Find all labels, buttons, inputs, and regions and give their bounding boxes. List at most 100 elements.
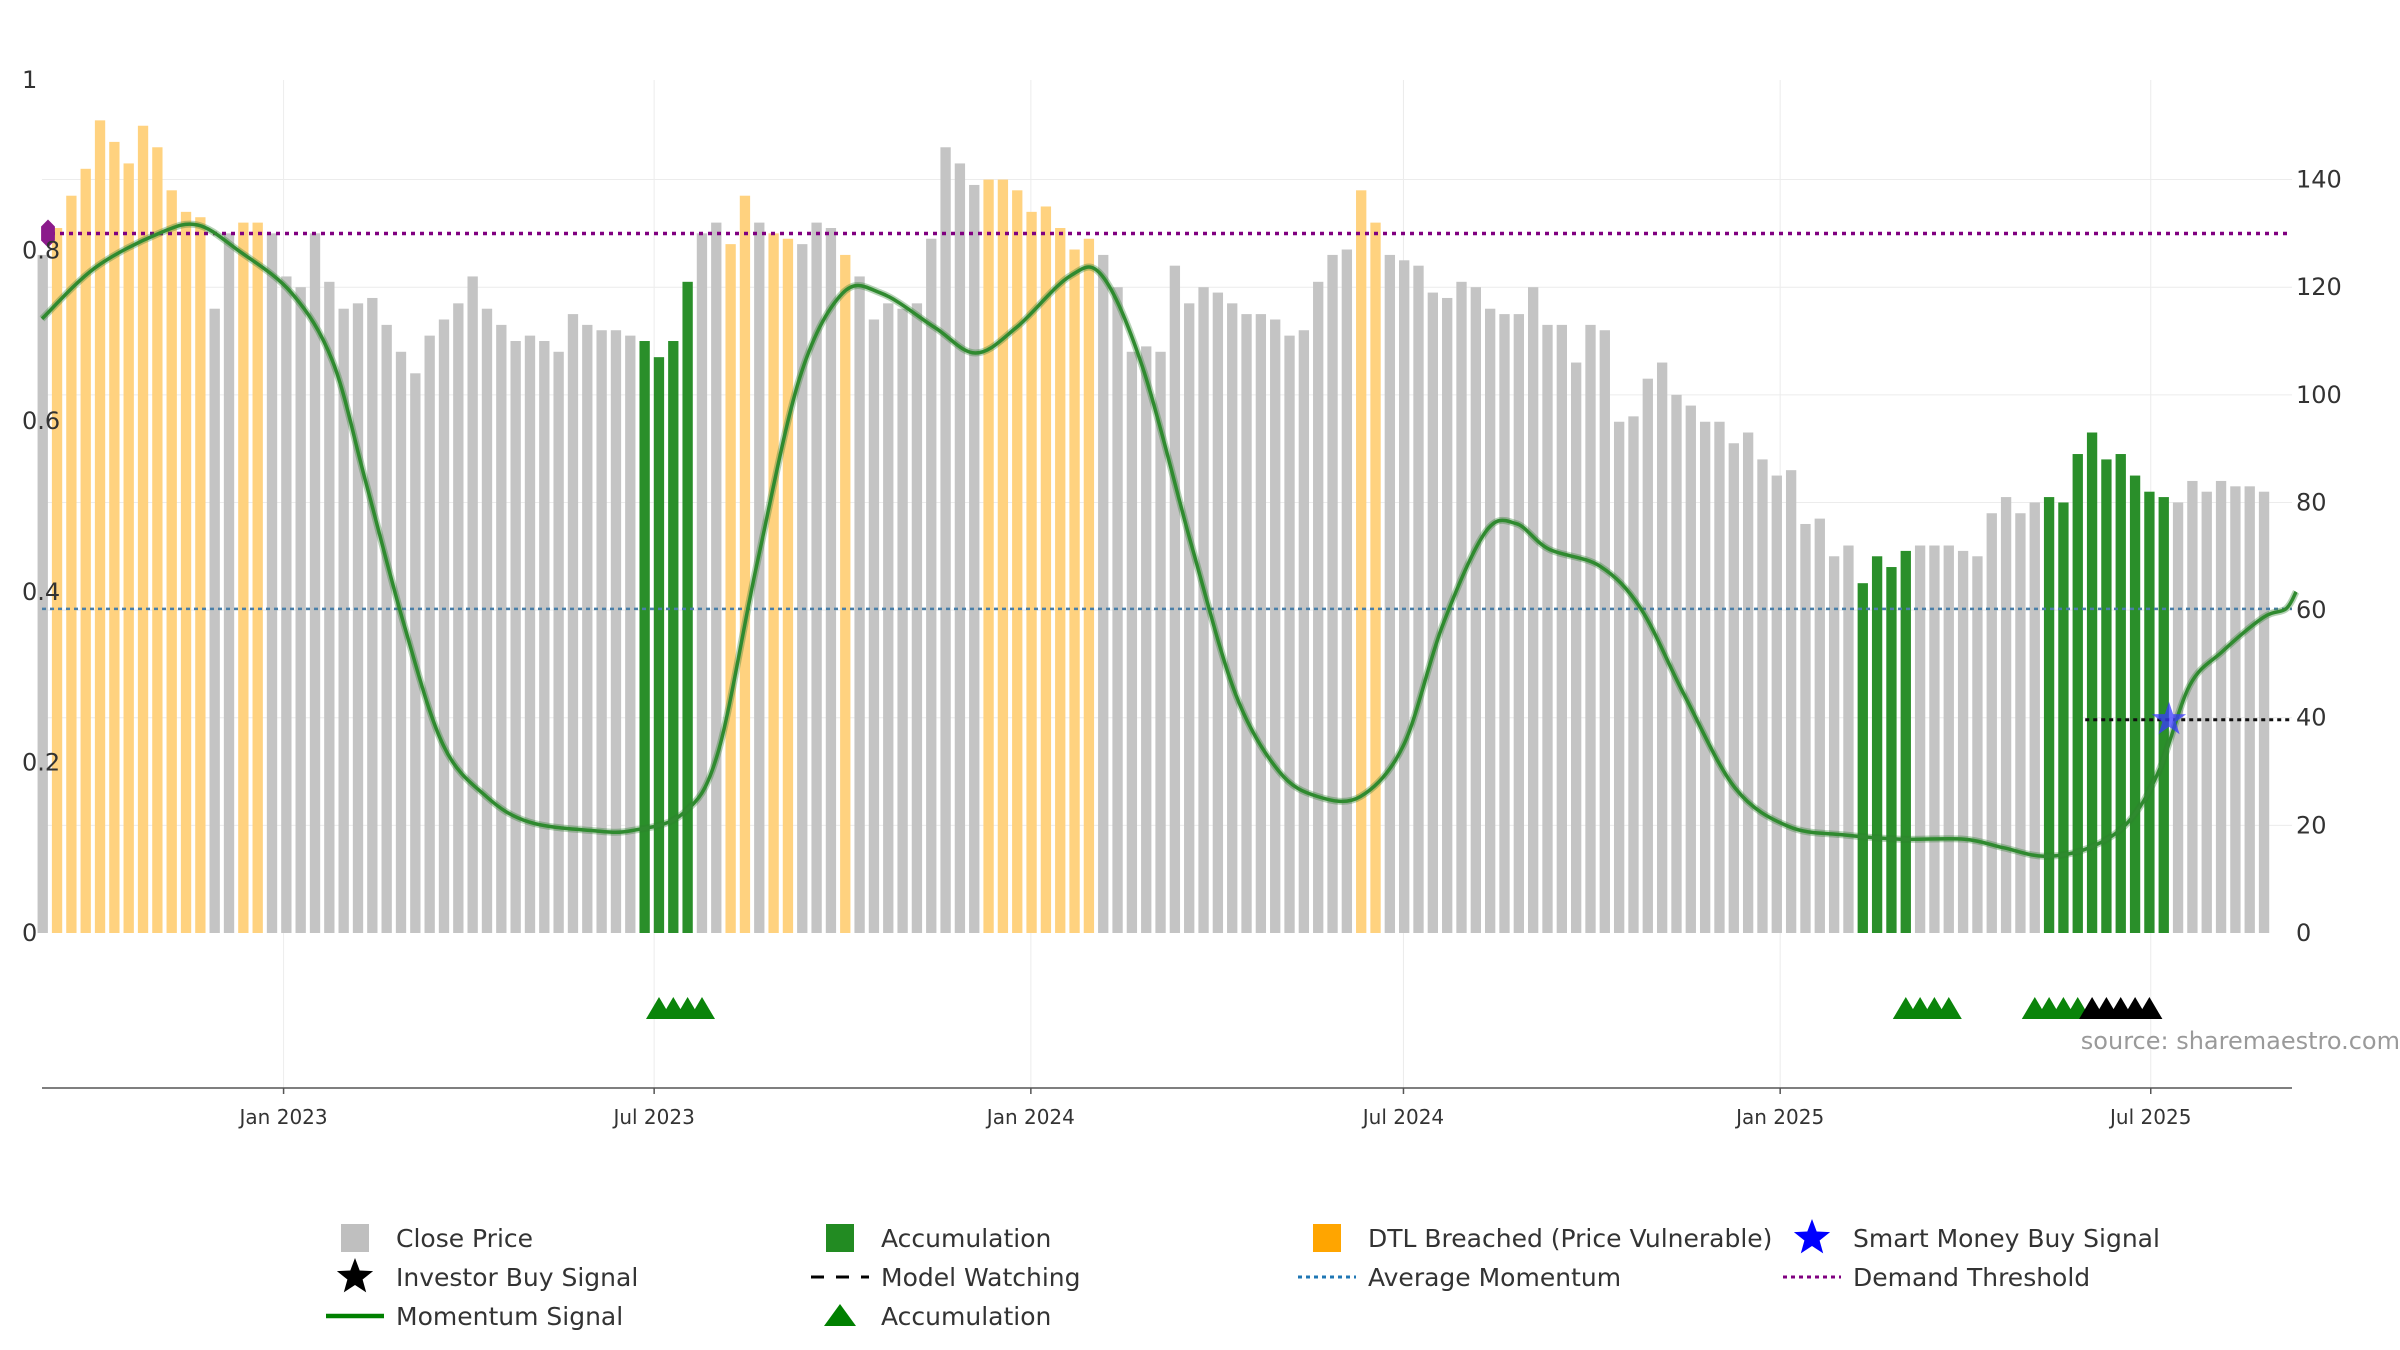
momentum-series — [39, 220, 2300, 860]
legend-label: DTL Breached (Price Vulnerable) — [1368, 1224, 1772, 1253]
close-price-bar — [2244, 486, 2255, 933]
dtl-breached-bar — [1055, 228, 1066, 933]
close-price-bar — [524, 335, 536, 933]
accumulation-bar — [2058, 502, 2069, 933]
legend: Close Price Accumulation DTL Breached (Pri… — [326, 1219, 2160, 1331]
dtl-breached-bar — [152, 147, 163, 933]
close-price-bar — [539, 341, 550, 933]
close-price-bar — [811, 222, 822, 933]
dtl-breached-bar — [166, 190, 177, 933]
close-price-bar — [610, 330, 622, 933]
legend-label: Momentum Signal — [396, 1302, 623, 1331]
accumulation-bar — [2086, 432, 2098, 933]
momentum-signal-line — [40, 222, 2298, 858]
dtl-breached-bar — [51, 228, 63, 933]
close-price-bar — [1585, 324, 1596, 933]
close-price-bar — [1628, 416, 1639, 933]
close-price-bar — [1313, 281, 1324, 933]
legend-label: Accumulation — [881, 1224, 1051, 1253]
legend-item-watch: Model Watching — [811, 1263, 1081, 1292]
close-price-bar — [1556, 324, 1567, 933]
close-price-bar — [1714, 421, 1725, 933]
close-price-bar — [2000, 497, 2012, 933]
close-price-bar — [1184, 303, 1195, 934]
close-price-bar — [1671, 394, 1682, 934]
close-price-bar — [711, 222, 722, 933]
x-tick-label: Jul 2023 — [611, 1105, 694, 1129]
close-price-bar — [1270, 319, 1281, 933]
legend-swatch — [341, 1224, 369, 1252]
dtl-breached-bar — [1083, 238, 1095, 933]
close-price-bar — [1298, 330, 1310, 933]
legend-item-dtl: DTL Breached (Price Vulnerable) — [1313, 1224, 1772, 1253]
close-price-bar — [1427, 292, 1438, 934]
accumulation-bar — [682, 281, 693, 933]
legend-swatch — [336, 1258, 374, 1293]
close-price-bar — [395, 351, 407, 933]
close-price-bar — [1986, 513, 1997, 933]
price-bars — [37, 120, 2270, 934]
close-price-bar — [1771, 475, 1782, 933]
dtl-breached-bar — [997, 179, 1009, 933]
dtl-breached-bar — [1370, 222, 1381, 933]
close-price-bar — [1284, 335, 1295, 933]
dtl-breached-bar — [725, 244, 736, 933]
close-price-bar — [754, 222, 765, 933]
legend-item-accum_tri: Accumulation — [824, 1302, 1051, 1331]
close-price-bar — [1098, 254, 1109, 933]
left-tick-label: 0 — [22, 919, 37, 947]
close-price-bar — [1599, 330, 1610, 933]
dtl-breached-bar — [840, 254, 851, 933]
close-price-bar — [1255, 314, 1267, 934]
signal-markers — [41, 219, 2187, 1019]
close-price-bar — [1513, 314, 1524, 934]
close-price-bar — [883, 303, 894, 934]
close-price-bar — [324, 281, 335, 933]
close-price-bar — [1155, 351, 1166, 933]
dtl-breached-bar — [123, 163, 134, 934]
right-tick-label: 20 — [2296, 811, 2327, 839]
close-price-bar — [1327, 254, 1338, 933]
close-price-bar — [281, 276, 292, 933]
accumulation-bar — [2115, 454, 2126, 933]
x-tick-label: Jul 2025 — [2108, 1105, 2191, 1129]
close-price-bar — [1914, 545, 1926, 933]
right-tick-label: 120 — [2296, 273, 2342, 301]
close-price-bar — [854, 276, 865, 933]
accumulation-bar — [2129, 475, 2141, 933]
close-price-bar — [352, 303, 364, 934]
close-price-bar — [969, 184, 980, 933]
close-price-bar — [1814, 518, 1825, 933]
close-price-bar — [424, 335, 435, 933]
close-price-bar — [897, 308, 908, 934]
close-price-bar — [582, 324, 593, 933]
dtl-breached-bar — [252, 222, 263, 933]
dtl-breached-bar — [94, 120, 106, 934]
dtl-breached-bar — [1356, 190, 1367, 933]
accumulation-bar — [1857, 583, 1868, 933]
right-tick-label: 80 — [2296, 488, 2327, 516]
close-price-bar — [1169, 265, 1181, 933]
close-price-bar — [453, 303, 464, 934]
accumulation-triangle — [689, 997, 715, 1019]
investor-buy-triangle — [2136, 997, 2163, 1019]
accumulation-bar — [653, 357, 665, 933]
close-price-bar — [696, 233, 708, 933]
close-price-bar — [1141, 346, 1152, 933]
legend-label: Accumulation — [881, 1302, 1051, 1331]
close-price-bar — [1843, 545, 1854, 933]
x-tick-label: Jan 2024 — [985, 1105, 1075, 1129]
dtl-breached-bar — [983, 179, 994, 933]
legend-label: Average Momentum — [1368, 1263, 1621, 1292]
legend-label: Investor Buy Signal — [396, 1263, 638, 1292]
accumulation-bar — [1871, 556, 1883, 933]
close-price-bar — [1485, 308, 1496, 934]
close-price-bar — [309, 233, 321, 933]
dtl-breached-bar — [109, 141, 120, 933]
accumulation-bar — [668, 341, 679, 933]
legend-swatch — [826, 1224, 854, 1252]
close-price-bar — [797, 244, 808, 933]
accumulation-bar — [2072, 454, 2083, 933]
close-price-bar — [2258, 491, 2270, 933]
